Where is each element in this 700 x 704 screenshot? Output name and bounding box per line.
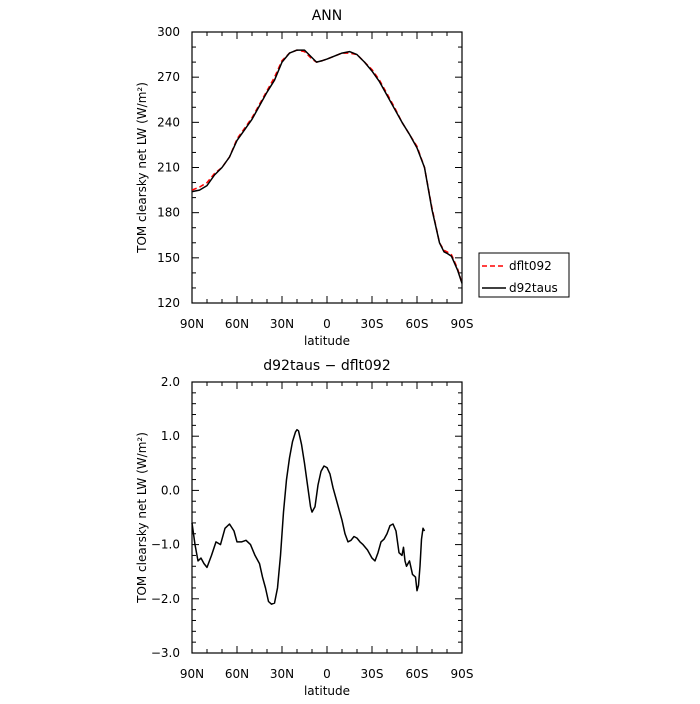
- legend-label-dflt092: dflt092: [509, 259, 552, 273]
- y-axis-label: TOM clearsky net LW (W/m²): [135, 82, 149, 254]
- x-tick-label: 60S: [406, 317, 429, 331]
- x-axis-label: latitude: [304, 334, 350, 348]
- x-axis-label: latitude: [304, 684, 350, 698]
- legend-label-d92taus: d92taus: [509, 281, 558, 295]
- x-tick-label: 30N: [270, 667, 294, 681]
- chart-title-1: ANN: [312, 8, 343, 24]
- y-tick-label: 180: [157, 206, 180, 220]
- chart-title-2: d92taus − dflt092: [263, 358, 390, 374]
- plot-frame-2: [191, 381, 463, 654]
- y-axis-label: TOM clearsky net LW (W/m²): [135, 432, 149, 604]
- y-tick-label: 300: [157, 25, 180, 39]
- x-tick-label: 90N: [180, 667, 204, 681]
- y-tick-label: 0.0: [161, 483, 180, 497]
- y-tick-label: 1.0: [161, 429, 180, 443]
- x-tick-label: 60S: [406, 667, 429, 681]
- y-tick-label: 210: [157, 161, 180, 175]
- y-tick-label: −2.0: [151, 592, 180, 606]
- x-tick-label: 0: [323, 667, 331, 681]
- y-tick-label: 240: [157, 115, 180, 129]
- x-tick-label: 60N: [225, 667, 249, 681]
- y-tick-label: −1.0: [151, 538, 180, 552]
- y-tick-label: 2.0: [161, 375, 180, 389]
- series-line-diff: [191, 428, 426, 605]
- x-tick-label: 90N: [180, 317, 204, 331]
- series-line-d92taus: [191, 49, 463, 284]
- y-tick-label: −3.0: [151, 646, 180, 660]
- series-line-dflt092: [191, 49, 463, 284]
- x-tick-label: 30S: [361, 317, 384, 331]
- x-tick-label: 60N: [225, 317, 249, 331]
- y-tick-label: 270: [157, 70, 180, 84]
- plot-frame-1: [191, 31, 463, 304]
- x-tick-label: 0: [323, 317, 331, 331]
- x-tick-label: 30S: [361, 667, 384, 681]
- y-tick-label: 150: [157, 251, 180, 265]
- x-tick-label: 90S: [451, 667, 474, 681]
- x-tick-label: 30N: [270, 317, 294, 331]
- legend-box: [478, 252, 570, 298]
- x-tick-label: 90S: [451, 317, 474, 331]
- y-tick-label: 120: [157, 296, 180, 310]
